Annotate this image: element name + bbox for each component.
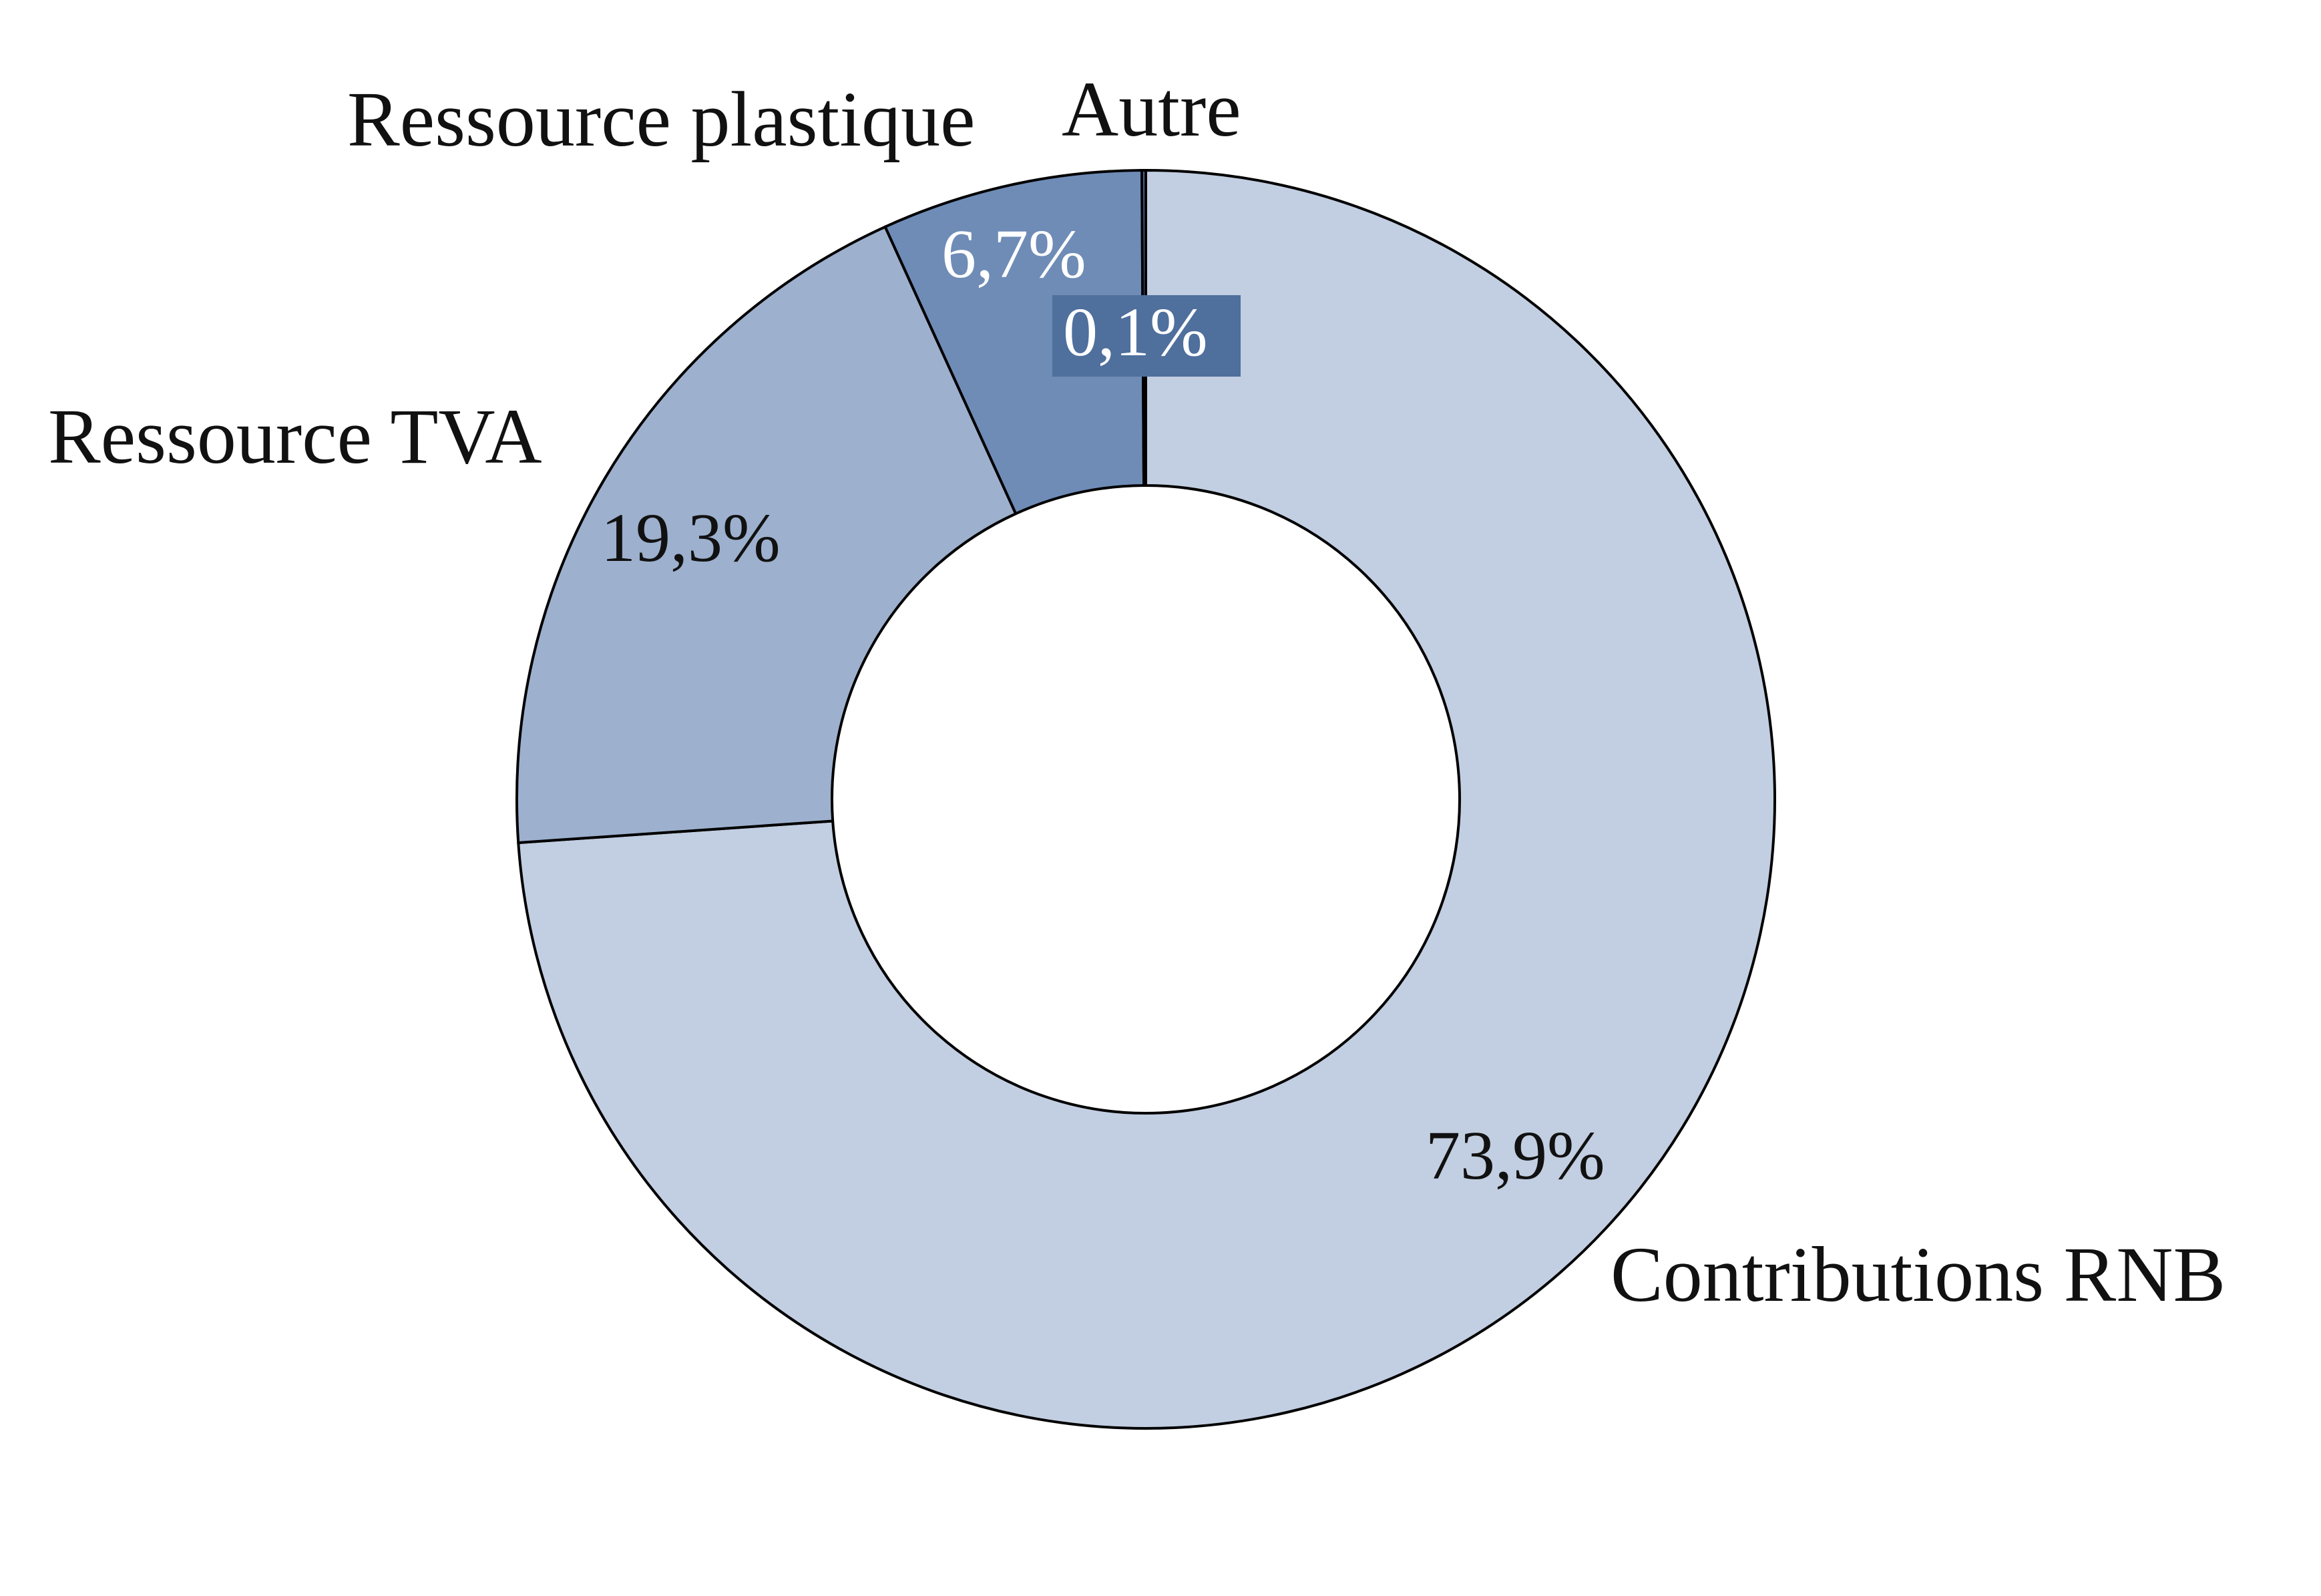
value-label-contributions-rnb: 73,9% — [1426, 1117, 1605, 1194]
category-label-autre: Autre — [1062, 65, 1241, 153]
value-labels: 73,9% 19,3% 6,7%0,1% — [601, 216, 1605, 1194]
value-label-box-autre — [1052, 295, 1241, 377]
category-label-ressource-plastique: Ressource plastique — [347, 75, 976, 163]
donut-slice-contributions-rnb — [517, 169, 1776, 1430]
value-label-ressource-plastique: 6,7% — [941, 216, 1086, 292]
donut-slices — [515, 169, 1776, 1430]
value-label-ressource-tva: 19,3% — [601, 500, 781, 576]
donut-slice-ressource-plastique — [883, 169, 1146, 516]
value-label-autre: 0,1% — [1063, 294, 1208, 371]
category-label-ressource-tva: Ressource TVA — [48, 393, 542, 480]
category-labels: Contributions RNB Ressource TVA Ressource … — [48, 65, 2226, 1318]
category-label-contributions-rnb: Contributions RNB — [1611, 1231, 2226, 1318]
donut-slice-ressource-tva — [515, 225, 1018, 845]
